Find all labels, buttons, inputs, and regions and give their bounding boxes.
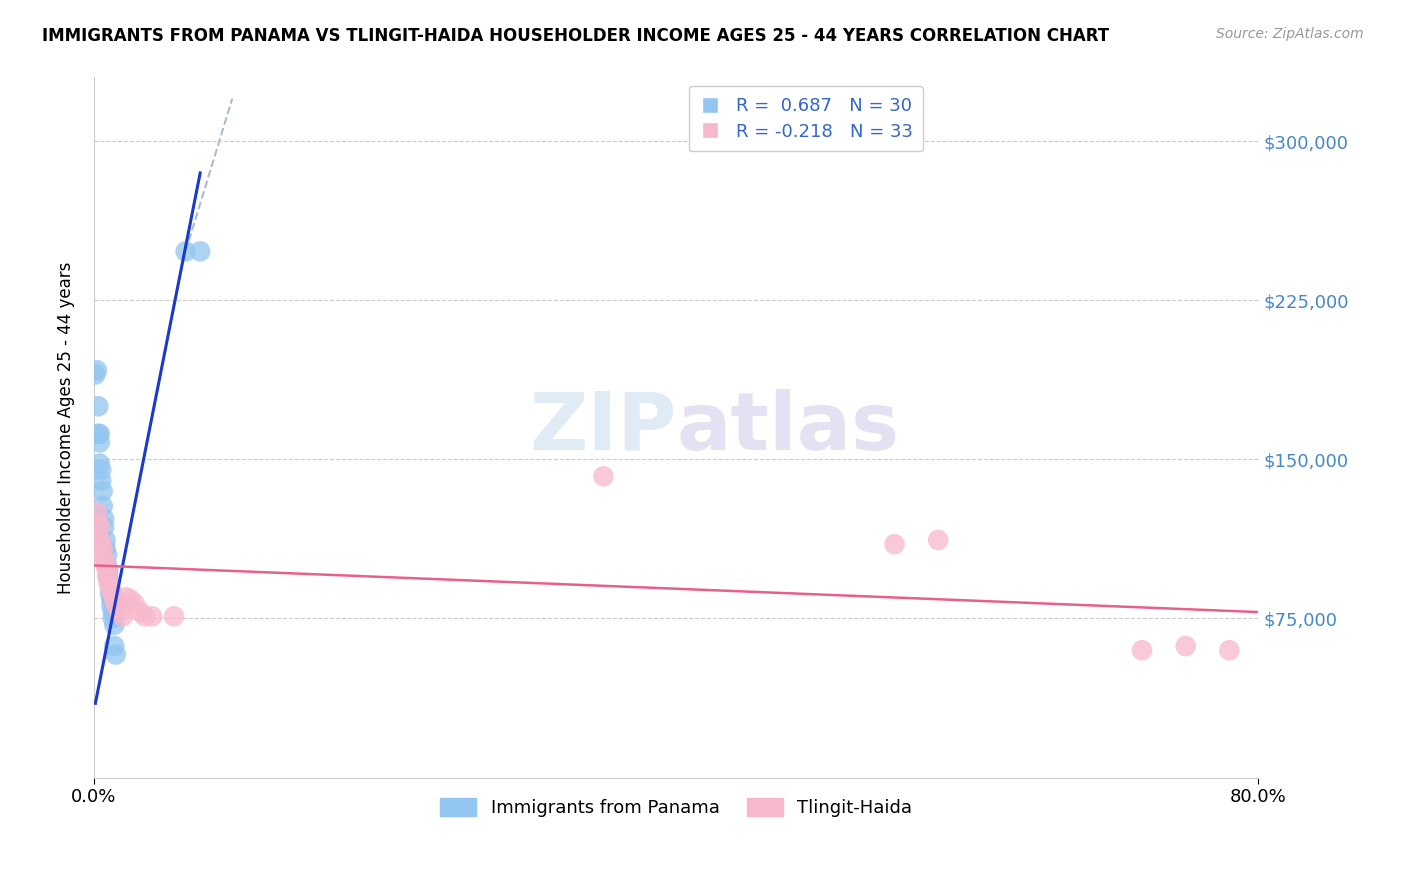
Point (1174, 639, 1197, 653)
Point (174, 244, 197, 259)
Point (103, 592, 125, 607)
Point (97, 575, 120, 590)
Point (96, 548, 118, 562)
Point (87, 399, 110, 413)
Point (89, 457, 111, 471)
Point (89, 520, 111, 534)
Point (98, 586, 121, 600)
Point (90, 463, 112, 477)
Point (1130, 643, 1153, 657)
Point (89, 426, 111, 441)
Point (93, 512, 115, 526)
Point (97, 571, 120, 585)
Point (89, 435, 111, 450)
Point (104, 648, 127, 662)
Point (100, 599, 122, 613)
Point (86, 363, 108, 377)
Y-axis label: Householder Income Ages 25 - 44 years: Householder Income Ages 25 - 44 years (58, 261, 75, 594)
Point (101, 588, 124, 602)
Text: Source: ZipAtlas.com: Source: ZipAtlas.com (1216, 27, 1364, 41)
Point (93, 554, 115, 568)
Point (87, 426, 110, 441)
Point (101, 611, 124, 625)
Point (101, 605, 124, 619)
Point (134, 609, 156, 624)
Point (93, 520, 115, 534)
Point (1218, 643, 1240, 657)
Point (120, 592, 142, 607)
Point (103, 639, 125, 653)
Point (104, 597, 127, 611)
Point (105, 600, 128, 615)
Point (100, 592, 122, 607)
Text: atlas: atlas (676, 389, 900, 467)
Point (927, 533, 949, 547)
Point (103, 617, 125, 632)
Point (91, 499, 114, 513)
Point (163, 609, 186, 624)
Point (100, 583, 122, 598)
Text: IMMIGRANTS FROM PANAMA VS TLINGIT-HAIDA HOUSEHOLDER INCOME AGES 25 - 44 YEARS CO: IMMIGRANTS FROM PANAMA VS TLINGIT-HAIDA … (42, 27, 1109, 45)
Point (96, 558, 118, 573)
Text: ZIP: ZIP (529, 389, 676, 467)
Point (98, 580, 121, 594)
Point (90, 474, 112, 488)
Point (90, 537, 112, 551)
Point (96, 563, 118, 577)
Point (124, 597, 146, 611)
Point (96, 569, 118, 583)
Point (86, 505, 108, 519)
Point (89, 533, 111, 547)
Point (141, 609, 163, 624)
Point (91, 484, 114, 499)
Point (883, 537, 905, 551)
Point (94, 541, 117, 556)
Point (87, 516, 110, 530)
Point (94, 558, 117, 573)
Point (84, 368, 107, 382)
Point (592, 469, 614, 483)
Point (94, 533, 117, 547)
Point (91, 541, 114, 556)
Point (91, 548, 114, 562)
Point (98, 580, 121, 594)
Point (108, 605, 131, 619)
Legend: Immigrants from Panama, Tlingit-Haida: Immigrants from Panama, Tlingit-Haida (433, 790, 920, 824)
Point (115, 591, 138, 605)
Point (112, 609, 135, 624)
Point (188, 244, 211, 259)
Point (97, 563, 120, 577)
Point (129, 605, 152, 619)
